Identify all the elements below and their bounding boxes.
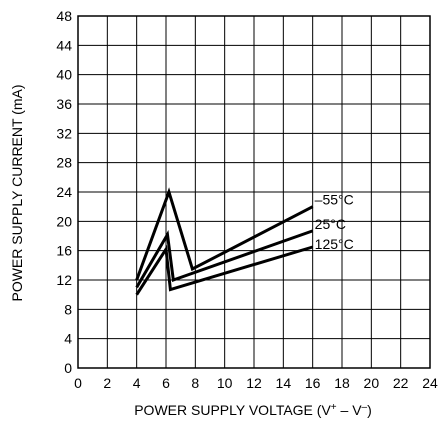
y-axis-label: POWER SUPPLY CURRENT (mA)	[9, 84, 25, 301]
x-tick-label: 16	[305, 375, 321, 391]
x-tick-label: 24	[422, 375, 438, 391]
y-tick-label: 48	[56, 8, 72, 24]
x-axis-label: POWER SUPPLY VOLTAGE (V+ – V–)	[134, 402, 372, 419]
plot-frame	[77, 15, 431, 369]
series-label: –55°C	[315, 192, 354, 208]
x-tick-label: 14	[276, 375, 292, 391]
y-tick-label: 8	[64, 301, 72, 317]
x-tick-label: 10	[217, 375, 233, 391]
x-tick-label: 8	[191, 375, 199, 391]
y-tick-label: 20	[56, 213, 72, 229]
x-tick-labels: 0 2 4 6 8 10 12 14 16 18 20 22 24	[74, 375, 438, 391]
series-label: 25°C	[315, 216, 346, 232]
y-tick-label: 4	[64, 331, 72, 347]
x-tick-label: 0	[74, 375, 82, 391]
y-tick-label: 24	[56, 184, 72, 200]
series-group	[135, 187, 314, 296]
x-tick-label: 18	[334, 375, 350, 391]
x-tick-label: 2	[103, 375, 111, 391]
x-tick-label: 4	[133, 375, 141, 391]
x-tick-label: 22	[393, 375, 409, 391]
y-tick-label: 16	[56, 243, 72, 259]
y-tick-label: 0	[64, 360, 72, 376]
grid	[77, 15, 431, 369]
y-tick-label: 32	[56, 125, 72, 141]
y-tick-label: 12	[56, 272, 72, 288]
y-tick-label: 40	[56, 67, 72, 83]
series-line-1	[135, 229, 314, 289]
series-label: 125°C	[315, 236, 354, 252]
series-line-0	[135, 187, 314, 281]
series-labels: –55°C 25°C 125°C	[315, 192, 354, 252]
x-tick-label: 6	[162, 375, 170, 391]
series-line-2	[135, 244, 314, 296]
x-tick-label: 20	[364, 375, 380, 391]
y-tick-label: 44	[56, 37, 72, 53]
y-tick-label: 36	[56, 96, 72, 112]
y-tick-label: 28	[56, 155, 72, 171]
x-tick-label: 12	[246, 375, 262, 391]
